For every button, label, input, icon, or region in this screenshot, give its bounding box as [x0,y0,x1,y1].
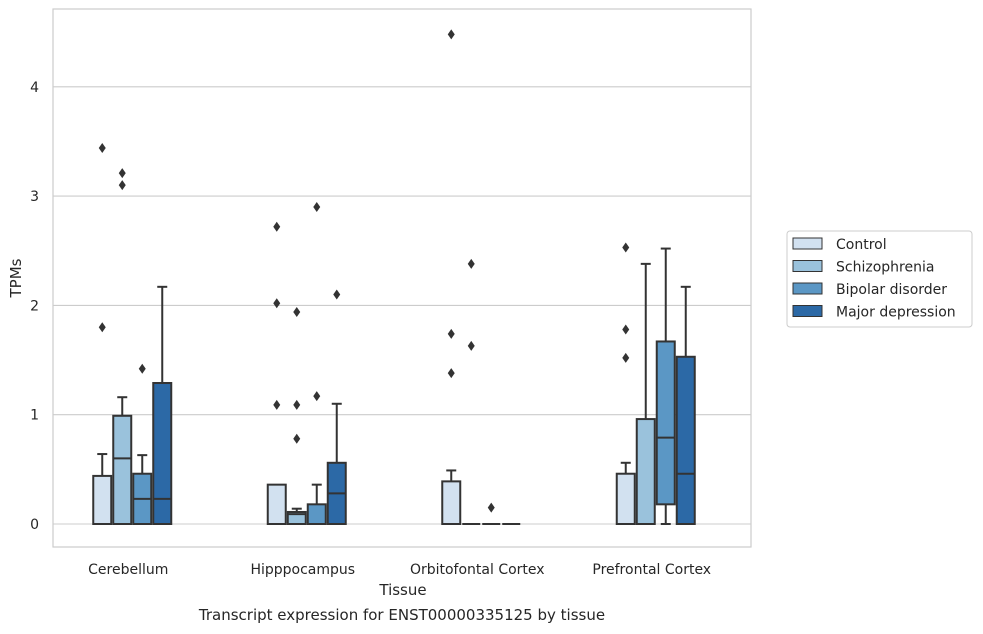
outlier-marker [467,258,475,269]
outlier-marker [273,298,281,309]
box-bipolar-disorder [482,502,501,525]
box-major-depression [152,285,173,525]
box-control [441,29,462,525]
iqr-box [152,382,173,525]
iqr-box [306,503,327,525]
outlier-marker [118,180,126,191]
legend-label: Bipolar disorder [836,282,947,298]
x-tick-label: Prefrontal Cortex [592,562,711,578]
legend-label: Schizophrenia [836,260,934,276]
iqr-box [655,340,676,506]
outlier-marker [273,221,281,232]
chart-caption: Transcript expression for ENST0000033512… [198,606,606,624]
iqr-box [615,472,636,525]
outlier-marker [467,340,475,351]
box-bipolar-disorder [132,363,153,525]
legend-frame [786,230,973,328]
outlier-marker [98,143,106,154]
y-tick-label: 1 [30,408,39,424]
outlier-marker [313,202,321,213]
iqr-box [266,483,287,526]
legend-swatch [792,237,823,250]
x-axis-label: Tissue [378,581,426,599]
outlier-marker [98,322,106,333]
box-bipolar-disorder [306,202,327,525]
box-schizophrenia [286,306,307,525]
box-groups [92,29,696,526]
box-control [266,221,287,526]
x-tick-labels: Cerebellum Hipppocampus Orbitofontal Corte… [88,562,711,578]
outlier-marker [273,399,281,410]
box-major-depression [326,289,347,525]
x-tick-label: Hipppocampus [250,562,355,578]
iqr-box [441,480,462,525]
legend-swatch [792,260,823,272]
y-tick-label: 0 [30,517,39,533]
box-bipolar-disorder [655,247,676,525]
box-control [92,143,113,525]
box-schizophrenia [112,168,133,525]
legend-swatch [792,282,823,295]
y-tick-label: 3 [30,189,39,205]
outlier-marker [138,363,146,374]
y-axis-label: TPMs [7,258,25,298]
legend: Control Schizophrenia Bipolar disorder Majo… [786,230,973,328]
box-control [615,242,636,525]
legend-label: Control [836,237,887,253]
x-tick-label: Cerebellum [88,562,168,578]
iqr-box [112,414,133,525]
outlier-marker [447,328,455,339]
outlier-marker [293,399,301,410]
outlier-marker [447,29,455,40]
box-schizophrenia [635,262,656,525]
y-tick-labels: 0 1 2 3 4 [30,80,39,533]
outlier-marker [333,289,341,300]
outlier-marker [622,324,630,335]
plot-area-frame [52,8,752,548]
outlier-marker [487,502,495,513]
outlier-marker [293,306,301,317]
box-schizophrenia [462,258,481,525]
box-major-depression [675,285,696,525]
iqr-box [635,418,656,525]
outlier-marker [622,352,630,363]
legend-swatch [792,305,823,317]
legend-label: Major depression [836,305,956,321]
y-tick-label: 4 [30,80,39,96]
outlier-marker [447,368,455,379]
x-tick-label: Orbitofontal Cortex [410,562,545,578]
iqr-box [92,474,113,525]
iqr-box [675,355,696,525]
outlier-marker [622,242,630,253]
outlier-marker [293,433,301,444]
outlier-marker [313,391,321,402]
outlier-marker [118,168,126,179]
y-tick-label: 2 [30,298,39,314]
